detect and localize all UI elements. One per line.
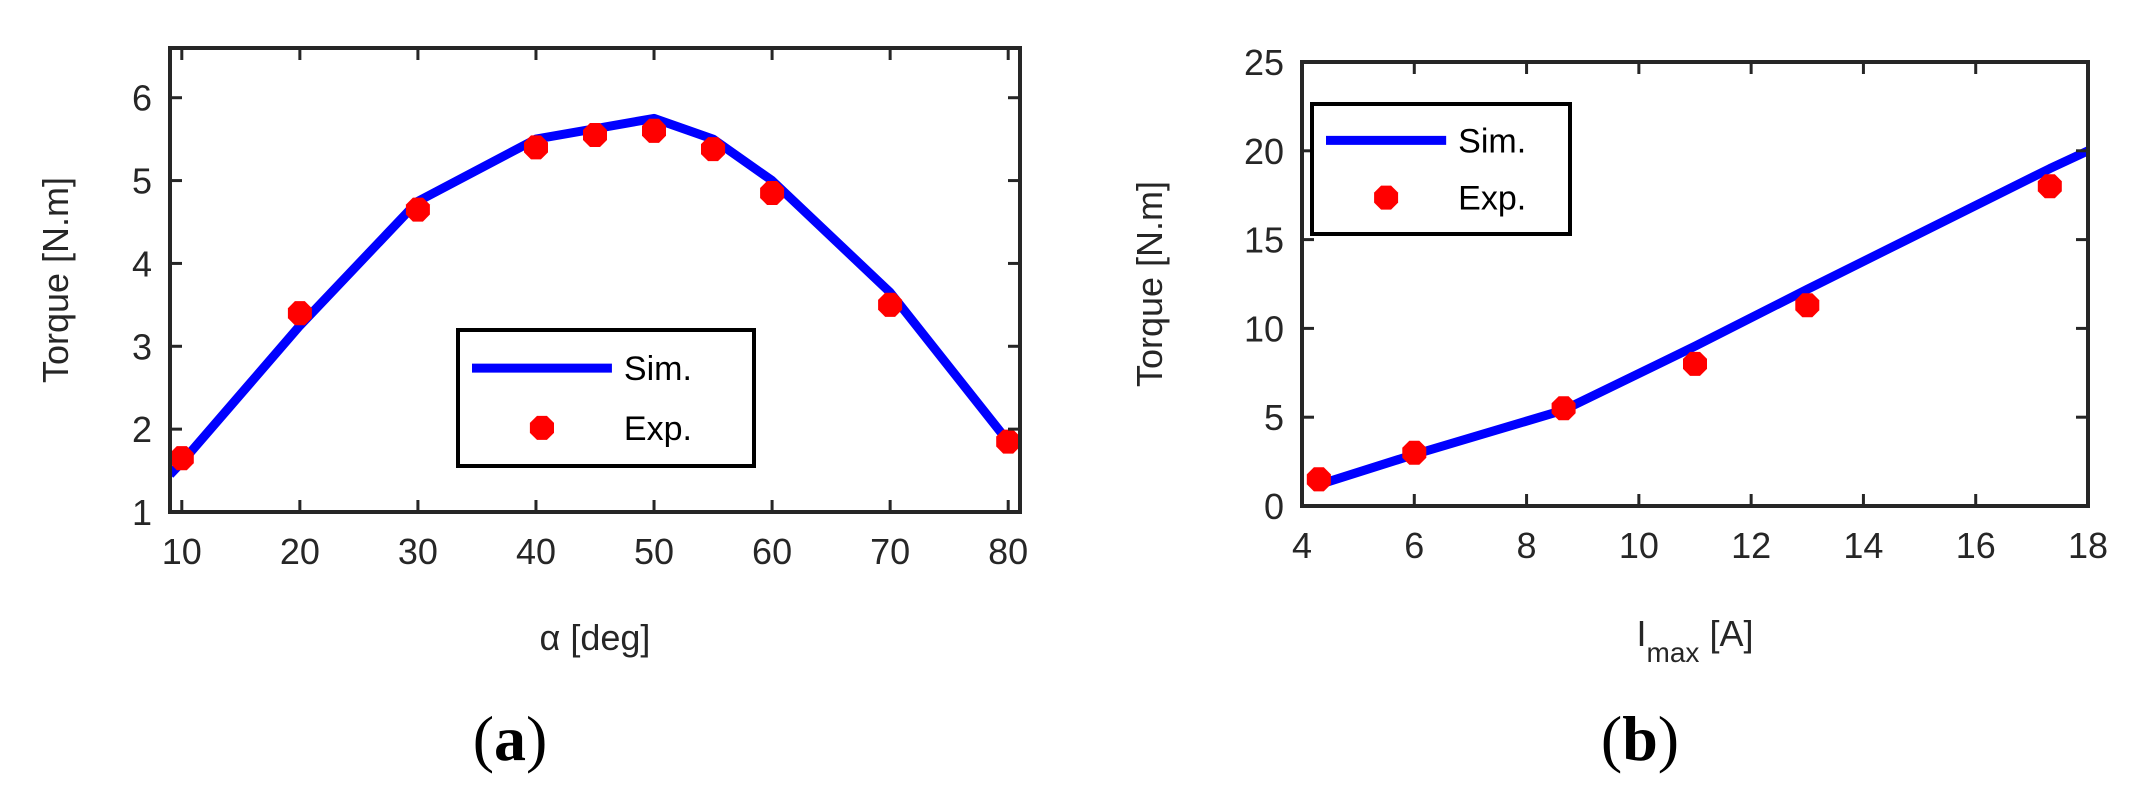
x-tick-label: 60	[752, 531, 792, 572]
panel-label-letter: b	[1622, 703, 1658, 774]
axes-frame	[168, 46, 1022, 514]
x-tick-label: 6	[1404, 525, 1424, 566]
legend: Sim. Exp.	[1310, 102, 1572, 236]
legend-box	[456, 328, 756, 468]
exp-point	[701, 137, 726, 162]
y-tick-label: 2	[132, 409, 152, 450]
panel-label-close: )	[1658, 703, 1679, 774]
x-tick-label: 40	[516, 531, 556, 572]
exp-point	[524, 135, 548, 160]
legend-exp-label: Exp.	[624, 410, 692, 448]
legend-exp-swatch	[1374, 185, 1399, 210]
exp-point	[583, 123, 607, 147]
axes-frame	[1300, 60, 2090, 508]
exp-point	[1683, 351, 1707, 376]
panel-label-open: (	[1601, 703, 1622, 774]
exp-markers	[1306, 174, 2062, 492]
y-ticks: 1 2 3 4 5 6	[132, 78, 1020, 533]
y-tick-label: 10	[1244, 308, 1284, 349]
x-tick-label: 70	[870, 531, 910, 572]
exp-point	[878, 292, 903, 317]
x-tick-label: 50	[634, 531, 674, 572]
legend-sim-label: Sim.	[624, 350, 692, 388]
panel-label-close: )	[526, 703, 547, 774]
x-tick-label: 8	[1517, 525, 1537, 566]
x-ticks: 4 6 8 10 12 14 16 18	[1292, 62, 2108, 566]
legend-exp-swatch	[529, 415, 554, 440]
x-axis-label: α [deg]	[540, 617, 651, 658]
legend-box	[1310, 102, 1572, 236]
y-axis-label: Torque [N.m]	[1129, 181, 1170, 387]
exp-point	[405, 197, 430, 222]
exp-markers	[169, 118, 1021, 471]
x-tick-label: 12	[1731, 525, 1771, 566]
y-tick-label: 15	[1244, 220, 1284, 261]
exp-point	[1551, 396, 1576, 421]
x-tick-label: 16	[1956, 525, 1996, 566]
y-axis-label: Torque [N.m]	[35, 177, 76, 383]
panel-label-letter: a	[494, 703, 526, 774]
exp-point	[287, 301, 312, 326]
exp-point	[1306, 467, 1331, 492]
y-tick-label: 3	[132, 326, 152, 367]
x-tick-label: 18	[2068, 525, 2108, 566]
exp-point	[760, 181, 785, 205]
x-axis-label-main: I	[1637, 613, 1647, 654]
y-ticks: 0 5 10 15 20 25	[1244, 42, 2088, 527]
y-tick-label: 6	[132, 78, 152, 119]
legend-sim-label: Sim.	[1458, 122, 1526, 160]
x-tick-label: 14	[1843, 525, 1883, 566]
legend: Sim. Exp.	[456, 328, 756, 468]
panel-label: (b)	[1601, 703, 1679, 774]
x-tick-label: 10	[162, 531, 202, 572]
panel-label: (a)	[473, 703, 548, 774]
y-tick-label: 5	[1264, 397, 1284, 438]
x-tick-label: 4	[1292, 525, 1312, 566]
x-tick-label: 80	[988, 531, 1028, 572]
x-tick-label: 10	[1619, 525, 1659, 566]
x-axis-label: Imax [A]	[1637, 613, 1754, 668]
exp-point	[169, 446, 194, 471]
legend-exp-label: Exp.	[1458, 180, 1526, 218]
x-tick-label: 20	[280, 531, 320, 572]
exp-point	[1402, 440, 1427, 465]
exp-point	[1795, 293, 1820, 318]
y-tick-label: 0	[1264, 486, 1284, 527]
x-tick-label: 30	[398, 531, 438, 572]
y-tick-label: 1	[132, 492, 152, 533]
x-axis-label-unit: [A]	[1699, 613, 1753, 654]
exp-point	[642, 118, 666, 143]
x-axis-label-sub: max	[1647, 637, 1700, 668]
x-ticks: 10 20 30 40 50 60 70 80	[162, 48, 1028, 572]
y-tick-label: 20	[1244, 131, 1284, 172]
panel-label-open: (	[473, 703, 494, 774]
exp-point	[996, 429, 1021, 454]
exp-point	[2037, 174, 2062, 199]
chart-a: 10 20 30 40 50 60 70 80 1 2 3 4 5 6 Torque [N.m] α [deg…	[35, 46, 1028, 774]
chart-b: 4 6 8 10 12 14 16 18 0 5 10 15 20 25 Torque [N.m] Imax …	[1129, 42, 2108, 774]
y-tick-label: 25	[1244, 42, 1284, 83]
y-tick-label: 4	[132, 243, 152, 284]
y-tick-label: 5	[132, 161, 152, 202]
